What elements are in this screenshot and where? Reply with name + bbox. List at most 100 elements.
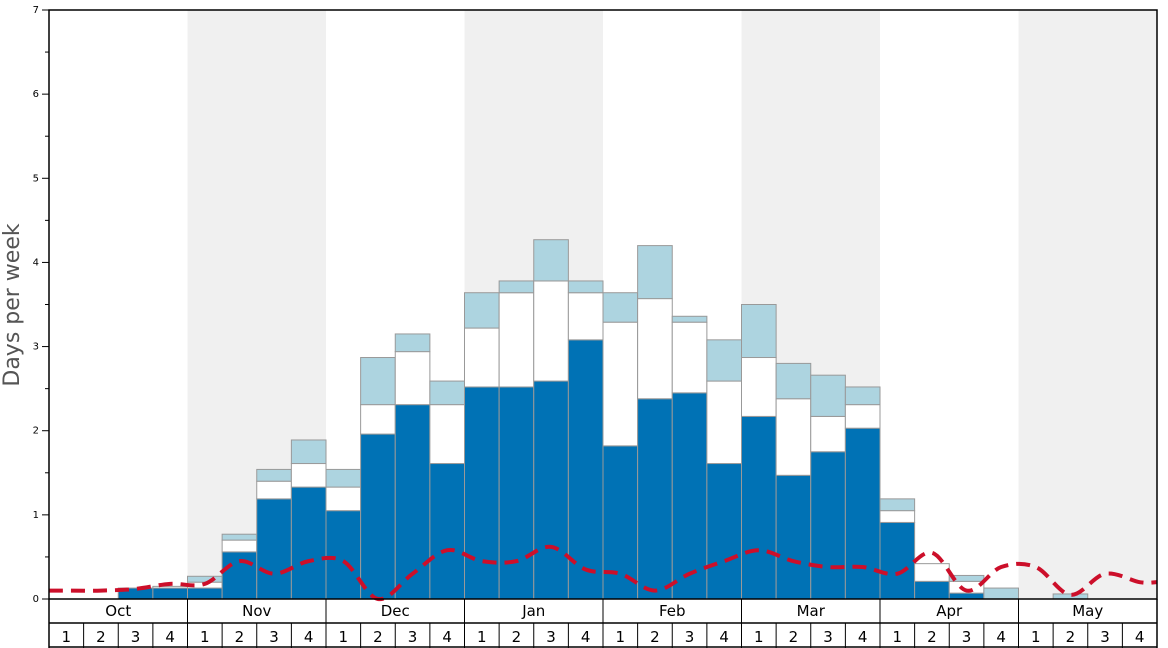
bar-nov-2-series-2	[221, 533, 258, 541]
bar-nov-4-series-0	[290, 486, 327, 600]
bar-apr-1-series-2	[879, 498, 916, 512]
bar-feb-2-series-1	[637, 298, 673, 400]
bar-apr-1-series-0	[879, 521, 916, 600]
week-label: 1	[616, 628, 626, 646]
week-label: 3	[823, 628, 833, 646]
month-label-dec: Dec	[381, 602, 410, 620]
bar-mar-2-series-0	[775, 474, 812, 600]
bar-dec-4-series-0	[429, 463, 465, 600]
bar-nov-1-series-0	[187, 587, 223, 600]
bar-jan-1-series-1	[464, 327, 500, 388]
bar-mar-3-series-0	[810, 451, 846, 600]
week-label: 2	[373, 628, 383, 646]
plot-frame	[48, 9, 1158, 600]
week-label: 2	[650, 628, 660, 646]
bar-dec-3-series-2	[394, 333, 431, 353]
y-tick-label-1: 1	[33, 510, 39, 521]
y-tick-label-3: 3	[33, 342, 39, 353]
y-tick-label-5: 5	[33, 173, 39, 184]
week-label: 4	[442, 628, 452, 646]
bar-apr-3-series-0	[948, 592, 985, 600]
bar-jan-3-series-0	[533, 380, 569, 600]
week-label: 3	[408, 628, 418, 646]
average-line-group	[49, 544, 1158, 602]
bar-dec-1-series-1	[325, 486, 362, 512]
bar-feb-4-series-0	[706, 463, 742, 600]
bar-apr-2-series-0	[914, 580, 950, 600]
bar-mar-4-series-2	[844, 386, 881, 406]
week-label: 2	[1066, 628, 1076, 646]
bar-jan-1-series-0	[464, 386, 500, 600]
week-label: 4	[996, 628, 1006, 646]
week-label: 1	[893, 628, 903, 646]
y-tick-label-6: 6	[33, 89, 39, 100]
bar-feb-1-series-1	[602, 321, 639, 447]
bar-feb-3-series-1	[671, 321, 708, 394]
week-label: 2	[789, 628, 799, 646]
month-label-may: May	[1072, 602, 1103, 620]
bar-jan-4-series-0	[567, 339, 604, 600]
week-label: 3	[131, 628, 141, 646]
y-tick-label-2: 2	[33, 426, 39, 437]
bar-feb-4-series-1	[706, 380, 742, 465]
bars-group	[117, 239, 1089, 600]
month-label-nov: Nov	[242, 602, 271, 620]
week-label: 4	[1135, 628, 1145, 646]
y-tick-label-0: 0	[33, 594, 39, 605]
bar-may-2-series-2	[1052, 593, 1089, 600]
week-label: 1	[62, 628, 72, 646]
bar-nov-3-series-2	[256, 468, 292, 482]
week-label: 4	[719, 628, 729, 646]
bar-mar-2-series-1	[775, 398, 812, 476]
bar-jan-2-series-0	[498, 386, 535, 600]
bar-jan-2-series-2	[498, 280, 535, 294]
week-label: 4	[304, 628, 314, 646]
bar-nov-4-series-2	[290, 439, 327, 465]
bar-mar-4-series-0	[844, 427, 881, 600]
bar-mar-1-series-0	[741, 415, 777, 600]
bar-nov-2-series-1	[221, 539, 258, 553]
bar-apr-1-series-1	[879, 510, 916, 523]
bar-oct-4-series-1	[152, 585, 188, 589]
bar-dec-2-series-0	[360, 433, 396, 600]
average-line	[49, 544, 1158, 602]
bar-nov-4-series-1	[290, 463, 327, 488]
bar-dec-4-series-2	[429, 380, 465, 406]
bar-dec-2-series-2	[360, 357, 396, 406]
week-label: 4	[581, 628, 591, 646]
x-axis: Oct Nov Dec Jan Feb Mar Apr May 1 2 3 4 1 2 3 4 1 2 3 4 1 2 3 4…	[48, 599, 1158, 648]
bar-jan-1-series-2	[464, 292, 500, 329]
y-axis-label: Days per week	[0, 223, 25, 386]
bar-dec-1-series-0	[325, 510, 362, 600]
bar-mar-1-series-2	[741, 304, 777, 359]
month-shade-may	[1018, 10, 1157, 599]
bar-feb-2-series-0	[637, 398, 673, 600]
y-tick-label-4: 4	[33, 257, 39, 268]
bar-feb-3-series-0	[671, 392, 708, 600]
week-label: 3	[269, 628, 279, 646]
bar-dec-1-series-2	[325, 468, 362, 488]
week-label: 3	[685, 628, 695, 646]
bar-jan-3-series-1	[533, 280, 569, 382]
week-label: 1	[339, 628, 349, 646]
bar-nov-2-series-0	[221, 551, 258, 600]
bar-nov-1-series-2	[187, 575, 223, 583]
month-label-jan: Jan	[521, 602, 545, 620]
week-label: 2	[927, 628, 937, 646]
week-label: 4	[858, 628, 868, 646]
bar-oct-4-series-0	[152, 587, 188, 600]
bar-jan-2-series-1	[498, 292, 535, 388]
week-label: 1	[1031, 628, 1041, 646]
bar-feb-3-series-2	[671, 315, 708, 323]
week-label: 1	[200, 628, 210, 646]
month-label-feb: Feb	[659, 602, 686, 620]
bar-dec-3-series-1	[394, 351, 431, 406]
bar-mar-1-series-1	[741, 357, 777, 417]
month-label-apr: Apr	[936, 602, 963, 620]
bar-jan-4-series-2	[567, 280, 604, 294]
bar-mar-3-series-1	[810, 415, 846, 453]
bar-feb-4-series-2	[706, 339, 742, 382]
week-label: 4	[165, 628, 175, 646]
bar-dec-3-series-0	[394, 404, 431, 600]
